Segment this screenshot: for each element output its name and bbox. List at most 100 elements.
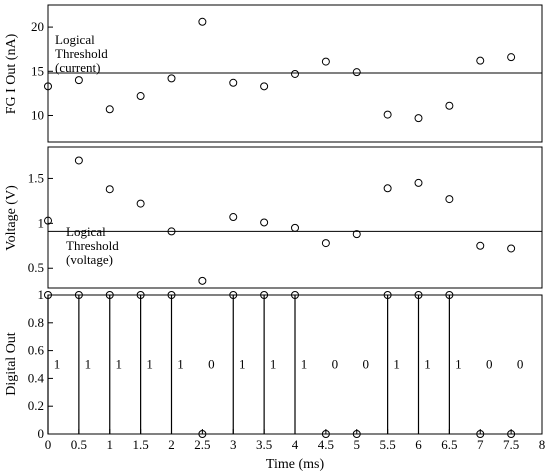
voltage-data-point <box>105 185 114 194</box>
time-x-tick-label: 0.5 <box>71 437 87 452</box>
current-data-point <box>352 68 361 77</box>
digital-value-label: 0 <box>363 357 370 372</box>
digital-value-label: 1 <box>455 357 462 372</box>
current-y-tick-label: 15 <box>31 63 44 78</box>
digital-stem-marker <box>260 291 269 299</box>
current-y-tick-label: 10 <box>31 107 44 122</box>
current-data-point <box>507 53 516 62</box>
time-x-tick-label: 2.5 <box>194 437 210 452</box>
digital-stem-marker <box>383 291 392 299</box>
digital-value-label: 1 <box>424 357 431 372</box>
digital-stem-marker <box>507 430 516 438</box>
current-data-point <box>74 76 83 85</box>
current-data-point <box>321 57 330 66</box>
current-y-axis: 10 15 20 <box>31 19 53 122</box>
digital-stem-marker <box>198 430 207 438</box>
digital-y-tick-label: 0.2 <box>28 398 44 413</box>
time-x-tick-label: 5 <box>354 437 361 452</box>
current-data-point <box>260 82 269 91</box>
digital-value-label: 1 <box>85 357 92 372</box>
digital-value-label: 1 <box>301 357 308 372</box>
time-x-tick-label: 3.5 <box>256 437 272 452</box>
current-y-tick-label: 20 <box>31 19 44 34</box>
voltage-data-point <box>74 156 83 165</box>
time-x-tick-label: 7.5 <box>503 437 519 452</box>
digital-panel: 0 0.2 0.4 0.6 0.8 1 0 0.5 1 1.5 2 2.5 3 3.5 4 4.5 5 5.5 6… <box>4 287 545 472</box>
digital-value-label: 1 <box>177 357 184 372</box>
digital-y-tick-label: 0.6 <box>28 343 45 358</box>
digital-value-label: 1 <box>270 357 277 372</box>
voltage-annotation-line-1: Logical <box>66 224 106 239</box>
digital-stem-marker <box>414 291 423 299</box>
current-data-point <box>445 101 454 110</box>
current-data-point <box>229 78 238 87</box>
time-x-tick-label: 6 <box>415 437 422 452</box>
current-data-point <box>291 69 299 78</box>
digital-y-tick-label: 0.8 <box>28 315 44 330</box>
current-data-point <box>198 17 207 26</box>
time-x-tick-label: 4 <box>292 437 299 452</box>
digital-stem-marker <box>352 430 361 438</box>
digital-y-tick-label: 1 <box>38 287 45 302</box>
current-annotation-line-1: Logical <box>55 32 95 47</box>
voltage-y-tick-label: 1.5 <box>28 170 44 185</box>
digital-value-label: 1 <box>239 357 246 372</box>
voltage-data-point <box>321 239 330 248</box>
current-data-point <box>414 114 423 123</box>
current-annotation-line-2: Threshold <box>55 46 108 61</box>
voltage-data-point <box>291 223 299 232</box>
voltage-data-point <box>507 244 516 253</box>
digital-value-label: 0 <box>208 357 215 372</box>
current-data-point <box>105 105 114 114</box>
digital-stem-marker <box>167 291 176 299</box>
current-data-point <box>476 56 485 65</box>
digital-stem-marker <box>445 291 454 299</box>
digital-y-axis: 0 0.2 0.4 0.6 0.8 1 <box>28 287 53 441</box>
digital-value-label: 1 <box>54 357 61 372</box>
voltage-data-point <box>167 227 176 236</box>
voltage-data-point <box>198 276 207 285</box>
digital-series: 1 1 1 1 1 0 1 1 1 0 0 1 1 1 0 0 <box>44 291 524 438</box>
voltage-data-point <box>445 195 454 204</box>
digital-value-label: 1 <box>116 357 123 372</box>
time-x-tick-label: 8 <box>539 437 546 452</box>
time-x-axis-title: Time (ms) <box>266 457 325 472</box>
digital-value-label: 0 <box>517 357 524 372</box>
digital-stem-marker <box>44 291 52 299</box>
time-x-tick-label: 2 <box>168 437 175 452</box>
digital-value-label: 0 <box>486 357 493 372</box>
time-x-tick-label: 6.5 <box>441 437 457 452</box>
time-x-tick-label: 5.5 <box>380 437 396 452</box>
voltage-y-tick-label: 0.5 <box>28 260 44 275</box>
current-series <box>44 17 516 123</box>
current-annotation-line-3: (current) <box>55 60 100 75</box>
voltage-data-point <box>260 218 269 227</box>
digital-stem-marker <box>476 430 485 438</box>
voltage-data-point <box>476 241 485 250</box>
digital-stem-marker <box>136 291 145 299</box>
time-x-tick-label: 1.5 <box>133 437 149 452</box>
digital-value-label: 1 <box>393 357 400 372</box>
digital-value-label: 0 <box>332 357 339 372</box>
digital-stem-marker <box>229 291 238 299</box>
digital-y-tick-label: 0 <box>38 426 45 441</box>
voltage-panel: 0.5 1 1.5 Logical Threshold (voltage) Volt… <box>4 146 543 289</box>
voltage-y-tick-label: 1 <box>38 215 45 230</box>
time-x-tick-label: 1 <box>107 437 114 452</box>
voltage-data-point <box>136 199 145 208</box>
digital-value-label: 1 <box>146 357 153 372</box>
voltage-data-point <box>352 230 361 239</box>
voltage-data-point <box>229 213 238 222</box>
voltage-series <box>44 156 516 285</box>
voltage-y-axis-title: Voltage (V) <box>4 185 19 251</box>
digital-stem-marker <box>321 430 330 438</box>
voltage-panel-frame <box>47 146 543 289</box>
current-data-point <box>383 110 392 119</box>
time-x-tick-label: 4.5 <box>318 437 334 452</box>
digital-y-axis-title: Digital Out <box>4 332 19 395</box>
voltage-annotation-line-2: Threshold <box>66 238 119 253</box>
time-x-tick-label: 3 <box>230 437 237 452</box>
time-x-tick-label: 7 <box>477 437 484 452</box>
digital-stem-marker <box>105 291 114 299</box>
